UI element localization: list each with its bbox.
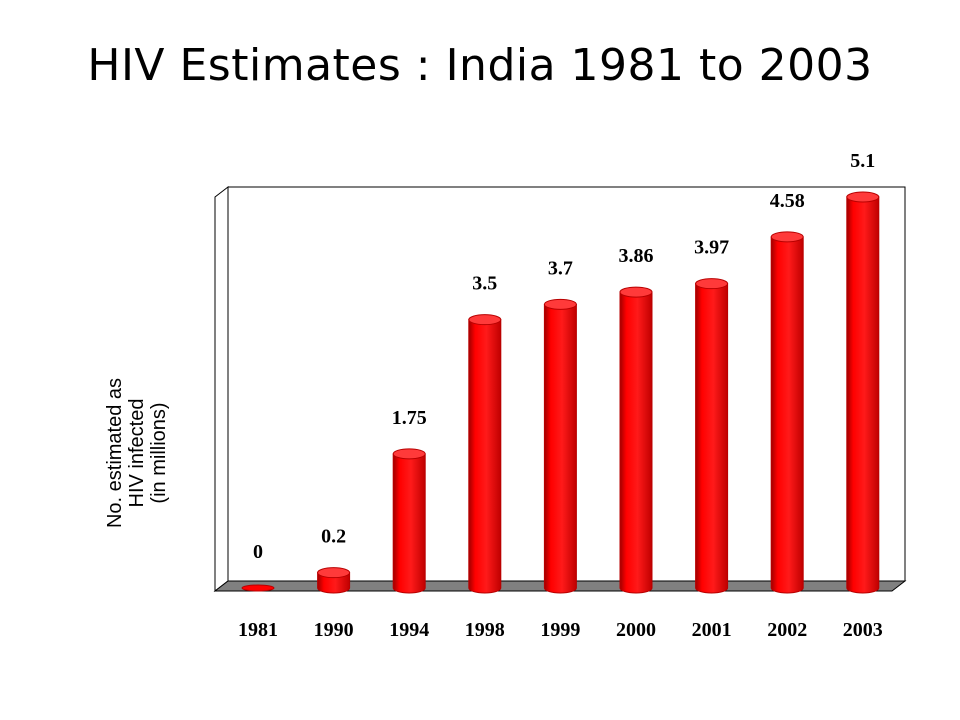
bar-body-2000 bbox=[619, 291, 653, 594]
x-tick-label-2002: 2002 bbox=[767, 619, 807, 641]
bar-body-1990 bbox=[317, 572, 351, 594]
bar-2000 bbox=[619, 286, 653, 594]
bar-top-1994 bbox=[392, 448, 426, 460]
bar-body-2003 bbox=[846, 196, 880, 594]
data-label-1981: 0 bbox=[253, 541, 263, 563]
bar-2002 bbox=[770, 231, 804, 594]
bar-top-1981 bbox=[241, 584, 275, 592]
y-axis-label-line-1: No. estimated as bbox=[104, 378, 126, 528]
bar-1994 bbox=[392, 448, 426, 594]
bar-1981 bbox=[241, 584, 275, 592]
bar-1999 bbox=[543, 298, 577, 594]
x-tick-label-2001: 2001 bbox=[692, 619, 732, 641]
side-wall bbox=[214, 185, 229, 593]
bar-body-1998 bbox=[468, 319, 502, 594]
x-axis-tick-labels: 1981 1990 1994 1998 1999 2000 2001 2002 2003 bbox=[238, 619, 883, 641]
bar-top-2002 bbox=[770, 231, 804, 243]
bar-1998 bbox=[468, 314, 502, 594]
data-label-1990: 0.2 bbox=[321, 526, 346, 548]
x-tick-label-1998: 1998 bbox=[465, 619, 505, 641]
bar-top-1998 bbox=[468, 314, 502, 326]
bar-1990 bbox=[317, 567, 351, 594]
bar-top-1999 bbox=[543, 298, 577, 310]
data-label-2001: 3.97 bbox=[694, 237, 729, 259]
data-label-1999: 3.7 bbox=[548, 257, 573, 279]
bar-2001 bbox=[695, 278, 729, 594]
x-tick-label-1994: 1994 bbox=[389, 619, 429, 641]
x-tick-label-1981: 1981 bbox=[238, 619, 278, 641]
bar-top-2000 bbox=[619, 286, 653, 298]
bar-body-1999 bbox=[543, 303, 577, 594]
data-label-2003: 5.1 bbox=[850, 150, 875, 172]
bars-group bbox=[241, 191, 880, 594]
y-axis-label: No. estimated as HIV infected (in millio… bbox=[104, 378, 170, 528]
y-axis-label-line-3: (in millions) bbox=[148, 402, 170, 503]
bar-2003 bbox=[846, 191, 880, 594]
bar-body-2001 bbox=[695, 283, 729, 594]
bar-body-1994 bbox=[392, 453, 426, 594]
bar-top-1990 bbox=[317, 567, 351, 579]
data-label-1998: 3.5 bbox=[472, 273, 497, 295]
bar-body-2002 bbox=[770, 236, 804, 594]
data-label-2000: 3.86 bbox=[619, 245, 654, 267]
slide-title: HIV Estimates : India 1981 to 2003 bbox=[87, 40, 873, 91]
y-axis-label-line-2: HIV infected bbox=[126, 399, 148, 508]
x-tick-label-2000: 2000 bbox=[616, 619, 656, 641]
data-label-1994: 1.75 bbox=[392, 407, 427, 429]
data-labels-group: 0 0.2 1.75 3.5 3.7 3.86 3.97 4.58 5.1 bbox=[253, 150, 875, 563]
data-label-2002: 4.58 bbox=[770, 190, 805, 212]
x-tick-label-1990: 1990 bbox=[314, 619, 354, 641]
x-tick-label-2003: 2003 bbox=[843, 619, 883, 641]
bar-top-2001 bbox=[695, 278, 729, 290]
bar-top-2003 bbox=[846, 191, 880, 203]
x-tick-label-1999: 1999 bbox=[540, 619, 580, 641]
